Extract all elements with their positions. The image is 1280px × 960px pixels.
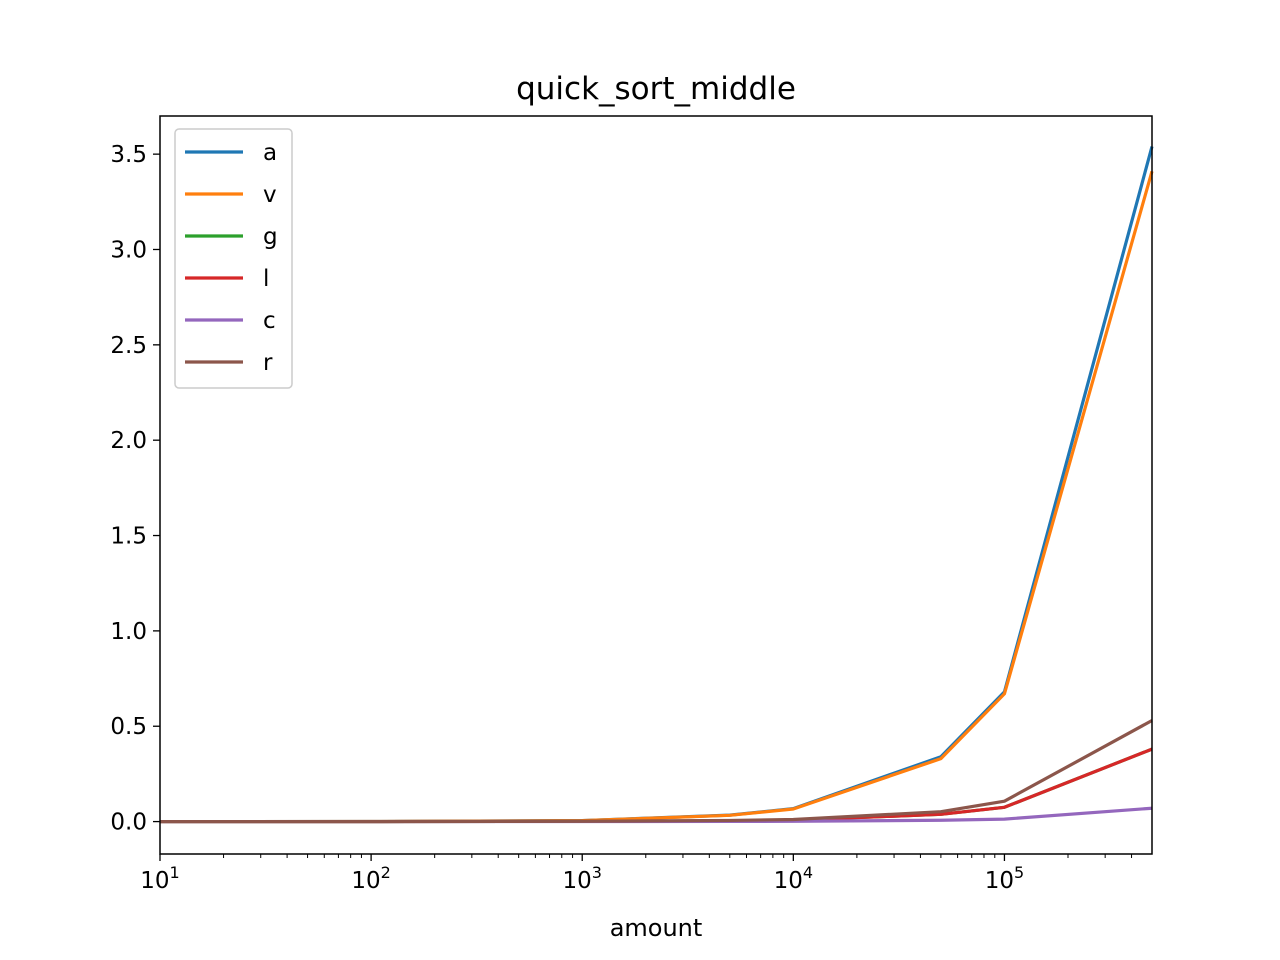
legend-label-g: g: [263, 224, 278, 250]
legend-label-c: c: [263, 308, 276, 334]
x-tick-base: 10: [985, 868, 1014, 894]
x-tick-base: 10: [774, 868, 803, 894]
legend-label-a: a: [263, 140, 277, 166]
x-axis-label: amount: [610, 914, 703, 942]
x-axis-ticks: 101 102 103 104 105: [140, 854, 1133, 894]
x-tick-exponent: 4: [803, 863, 813, 882]
plot-frame: [159, 115, 1153, 855]
x-tick-exponent: 1: [170, 863, 180, 882]
x-tick-exponent: 2: [381, 863, 391, 882]
y-tick-label: 1.0: [110, 619, 147, 645]
x-tick-base: 10: [140, 868, 169, 894]
y-tick-label: 2.5: [110, 333, 147, 359]
x-tick-label: 105: [985, 863, 1024, 894]
chart-title: quick_sort_middle: [516, 71, 796, 107]
y-axis-ticks: 0.0 0.5 1.0 1.5 2.0 2.5 3.0 3.5: [110, 142, 160, 836]
x-tick-label: 104: [774, 863, 813, 894]
y-tick-label: 1.5: [110, 524, 147, 550]
x-tick-label: 102: [351, 863, 390, 894]
y-tick-label: 2.0: [110, 428, 147, 454]
y-tick-label: 0.0: [110, 810, 147, 836]
legend-label-r: r: [263, 350, 273, 376]
x-tick-base: 10: [562, 868, 591, 894]
legend-box: [174, 128, 293, 389]
series-layer: [159, 146, 1154, 824]
x-tick-label: 103: [562, 863, 601, 894]
x-tick-base: 10: [351, 868, 380, 894]
y-tick-label: 3.0: [110, 237, 147, 263]
x-tick-exponent: 5: [1014, 863, 1024, 882]
y-tick-label: 3.5: [110, 142, 147, 168]
series-line-r: [159, 719, 1153, 824]
legend-label-v: v: [263, 182, 277, 208]
x-tick-exponent: 3: [592, 863, 602, 882]
legend-label-l: l: [263, 266, 269, 292]
y-tick-label: 0.5: [110, 714, 147, 740]
x-tick-label: 101: [140, 863, 179, 894]
